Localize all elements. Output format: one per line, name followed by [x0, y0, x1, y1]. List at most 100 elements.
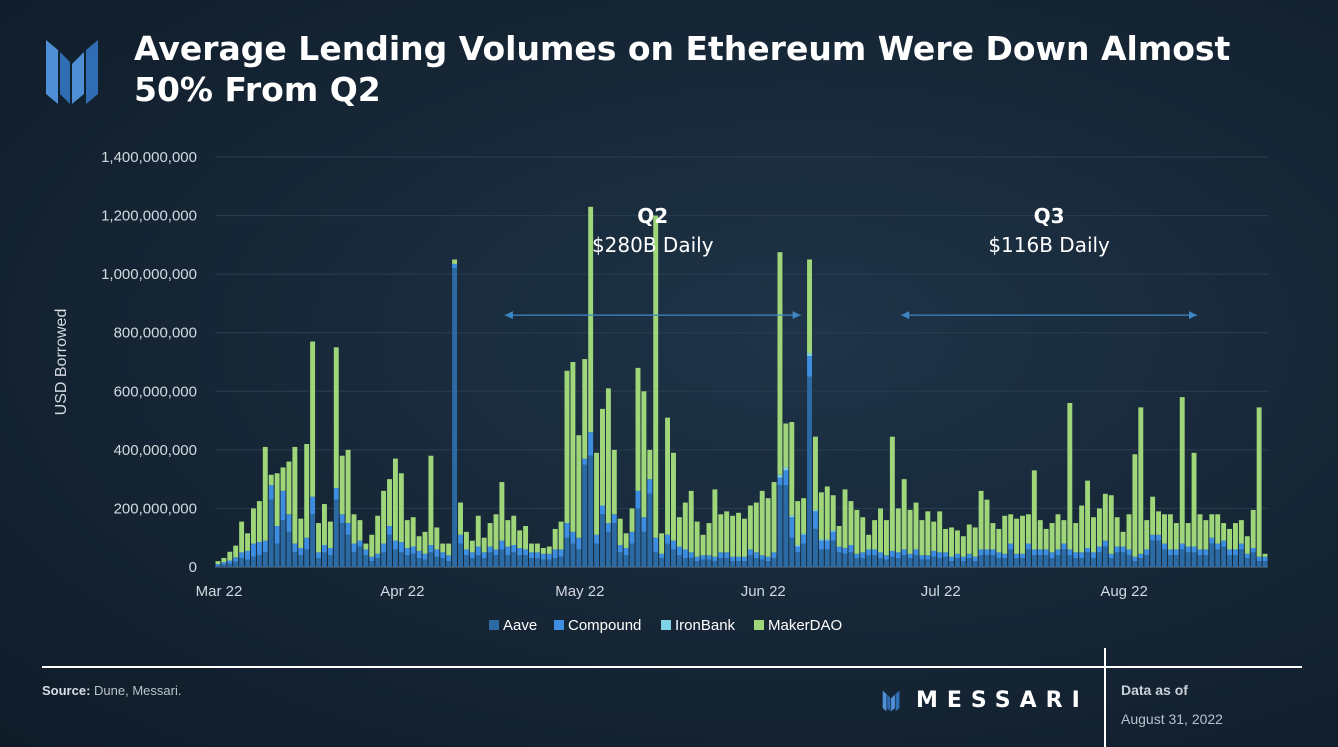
- bar-aave: [363, 555, 369, 567]
- bar-aave: [458, 543, 463, 567]
- bar-makerdao: [647, 449, 653, 480]
- bar-aave: [570, 543, 576, 567]
- bar-aave: [635, 508, 641, 567]
- bar-makerdao: [333, 347, 339, 488]
- bar-compound: [777, 477, 783, 485]
- bar-compound: [807, 356, 812, 377]
- bar-compound: [913, 549, 919, 556]
- bar-compound: [469, 552, 475, 559]
- bar-compound: [1238, 543, 1244, 550]
- brand-lockup: MESSARI: [880, 688, 1089, 713]
- bar-makerdao: [274, 473, 280, 526]
- bar-compound: [534, 552, 540, 559]
- bar-aave: [1233, 555, 1238, 567]
- bar-compound: [511, 545, 517, 553]
- bar-aave: [990, 555, 996, 567]
- bar-makerdao: [700, 534, 706, 556]
- bar-compound: [422, 553, 428, 560]
- bar-compound: [1120, 546, 1126, 553]
- bar-compound: [310, 496, 316, 515]
- bar-compound: [629, 531, 635, 544]
- bar-aave: [1156, 540, 1162, 567]
- bar-compound: [842, 547, 848, 554]
- bar-makerdao: [1085, 480, 1091, 548]
- x-tick-label: Jul 22: [921, 583, 961, 600]
- bar-makerdao: [1037, 520, 1043, 550]
- bar-makerdao: [1203, 520, 1209, 550]
- bar-compound: [712, 556, 718, 562]
- bar-aave: [327, 555, 333, 567]
- bar-compound: [1179, 543, 1185, 550]
- bar-makerdao: [801, 498, 807, 534]
- bar-compound: [878, 552, 883, 559]
- bar-compound: [907, 553, 913, 559]
- bar-aave: [552, 558, 558, 567]
- bar-aave: [440, 558, 446, 567]
- bar-makerdao: [1215, 514, 1221, 544]
- bar-makerdao: [463, 531, 469, 550]
- bar-compound: [854, 553, 860, 559]
- bar-aave: [860, 558, 866, 567]
- bar-compound: [1191, 546, 1197, 553]
- bar-aave: [617, 552, 623, 567]
- bar-compound: [895, 552, 901, 559]
- bar-compound: [440, 552, 446, 559]
- bar-compound: [1043, 549, 1049, 556]
- bar-compound: [357, 540, 363, 547]
- bar-makerdao: [286, 461, 292, 515]
- bar-compound: [250, 543, 256, 557]
- bar-makerdao: [913, 502, 919, 550]
- bar-makerdao: [1167, 514, 1173, 550]
- bar-compound: [966, 553, 972, 559]
- legend-label-compound: Compound: [568, 617, 641, 634]
- bar-compound: [1073, 552, 1079, 559]
- footer-vertical-divider: [1104, 648, 1106, 747]
- bar-makerdao: [984, 499, 990, 550]
- bar-makerdao: [736, 512, 741, 557]
- bar-compound: [452, 263, 458, 269]
- bar-aave: [1031, 555, 1037, 567]
- bar-makerdao: [1126, 514, 1132, 550]
- bar-aave: [499, 549, 505, 567]
- annotation-arrow-head-left: [504, 311, 513, 320]
- bar-makerdao: [304, 444, 310, 538]
- bar-aave: [954, 558, 960, 567]
- bar-compound: [487, 546, 493, 553]
- bar-aave: [925, 559, 931, 567]
- bar-compound: [718, 552, 724, 559]
- bar-makerdao: [1114, 517, 1120, 547]
- bar-aave: [1102, 546, 1108, 567]
- bar-compound: [1150, 534, 1156, 541]
- bar-makerdao: [499, 482, 505, 541]
- bar-compound: [1067, 549, 1073, 556]
- bar-compound: [286, 514, 292, 532]
- bar-makerdao: [611, 449, 617, 515]
- bar-makerdao: [511, 515, 517, 546]
- bar-aave: [966, 558, 972, 567]
- y-tick-label: 1,000,000,000: [101, 266, 197, 283]
- bar-aave: [1008, 549, 1014, 567]
- y-tick-label: 600,000,000: [114, 383, 197, 400]
- bar-compound: [458, 534, 463, 544]
- bar-makerdao: [1250, 509, 1256, 548]
- bar-compound: [505, 546, 511, 556]
- bar-aave: [1244, 558, 1250, 567]
- bar-compound: [795, 546, 801, 553]
- bar-compound: [1025, 543, 1031, 550]
- bar-compound: [387, 526, 392, 535]
- x-tick-label: May 22: [555, 583, 604, 600]
- bar-makerdao: [221, 557, 227, 563]
- bar-compound: [416, 550, 422, 559]
- bar-compound: [972, 556, 978, 562]
- bar-aave: [801, 543, 807, 567]
- annotation-text-q2: $280B Daily: [592, 233, 714, 257]
- bar-compound: [635, 490, 641, 509]
- bar-compound: [1102, 540, 1108, 547]
- bar-compound: [901, 549, 907, 556]
- bar-makerdao: [245, 533, 250, 551]
- bar-aave: [647, 493, 653, 567]
- bar-makerdao: [268, 474, 274, 485]
- bar-compound: [688, 552, 694, 559]
- bar-aave: [1191, 552, 1197, 567]
- bar-compound: [493, 549, 499, 556]
